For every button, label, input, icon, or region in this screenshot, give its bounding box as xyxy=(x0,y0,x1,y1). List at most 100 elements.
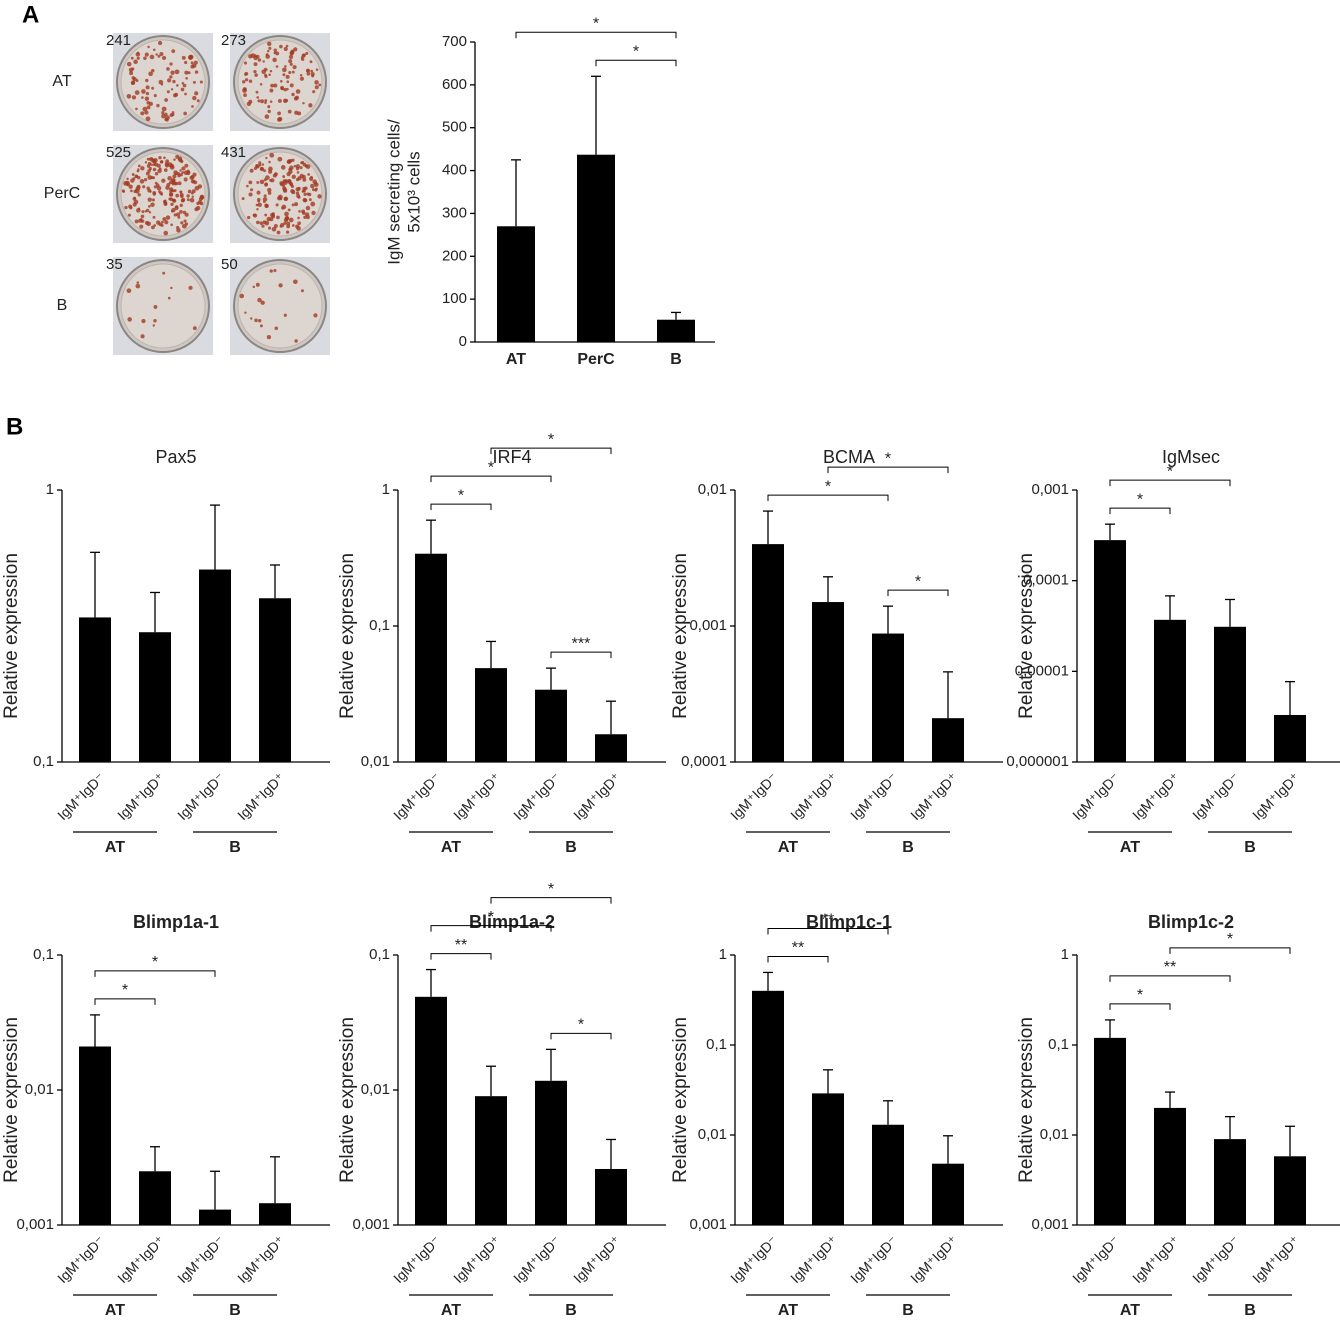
spot xyxy=(273,269,277,273)
spot xyxy=(145,85,150,90)
significance-label: * xyxy=(1167,463,1173,480)
spot xyxy=(175,193,180,198)
spot xyxy=(169,62,173,66)
spot xyxy=(139,179,145,184)
spot xyxy=(164,220,169,225)
spot xyxy=(307,192,312,197)
bar xyxy=(535,1080,567,1225)
bar xyxy=(1094,540,1126,762)
spot xyxy=(241,197,245,201)
spot xyxy=(141,96,144,99)
spot xyxy=(270,212,275,218)
spot xyxy=(289,159,292,162)
spot xyxy=(291,203,295,207)
spot xyxy=(297,195,301,199)
bar xyxy=(79,1046,111,1225)
bar xyxy=(577,154,615,342)
spot xyxy=(256,208,259,211)
x-tick-label: IgM⁺IgD⁻ xyxy=(727,1232,781,1286)
spot xyxy=(281,204,287,210)
y-tick-label: 0,000001 xyxy=(1006,753,1069,770)
spot xyxy=(273,48,278,52)
spot xyxy=(257,297,262,303)
spot xyxy=(288,217,294,223)
bar xyxy=(752,990,784,1225)
spot xyxy=(296,171,300,174)
y-axis-label: Relative expression xyxy=(337,553,358,719)
bar xyxy=(415,553,447,762)
spot xyxy=(131,67,135,71)
spot xyxy=(141,210,145,214)
spot xyxy=(192,80,196,84)
spot xyxy=(182,83,187,88)
group-label: AT xyxy=(105,1302,125,1319)
spot xyxy=(170,70,175,75)
spot xyxy=(162,217,167,222)
spot xyxy=(315,187,318,191)
y-axis-label: Relative expression xyxy=(1016,553,1037,719)
significance-label: ** xyxy=(1164,959,1176,976)
spot xyxy=(243,61,248,65)
spot xyxy=(239,293,245,299)
spot xyxy=(171,49,176,53)
spot xyxy=(158,222,162,227)
spot xyxy=(267,191,272,195)
x-tick-label: IgM⁺IgD⁻ xyxy=(174,1232,228,1286)
spot xyxy=(147,197,152,202)
x-tick-label: IgM⁺IgD⁺ xyxy=(570,769,624,823)
spot xyxy=(248,180,253,185)
spot xyxy=(151,86,155,90)
significance-bracket xyxy=(550,651,612,659)
spot xyxy=(183,111,187,116)
spot xyxy=(184,70,189,75)
bar xyxy=(199,1209,231,1225)
x-tick-label: IgM⁺IgD⁻ xyxy=(54,769,108,823)
spot xyxy=(307,173,311,176)
spot xyxy=(127,213,131,217)
y-tick-label: 0,001 xyxy=(16,1216,54,1233)
spot xyxy=(194,207,199,212)
spot xyxy=(199,195,205,200)
significance-label: * xyxy=(152,954,158,971)
spot xyxy=(263,194,267,198)
spot xyxy=(310,69,314,73)
spot xyxy=(255,282,260,287)
spot xyxy=(159,160,164,164)
y-tick-label: 1 xyxy=(382,481,390,498)
spot xyxy=(180,198,185,203)
spot xyxy=(143,56,147,61)
x-tick-label: IgM⁺IgD⁺ xyxy=(907,769,961,823)
significance-bracket xyxy=(430,925,552,932)
y-tick-label: 1 xyxy=(46,481,54,498)
spot xyxy=(300,56,304,59)
spot xyxy=(139,224,144,229)
spot xyxy=(147,45,150,49)
spot xyxy=(247,215,251,220)
significance-bracket xyxy=(1109,507,1171,515)
spot xyxy=(151,69,155,73)
spot xyxy=(145,91,150,96)
spot xyxy=(302,186,307,191)
spot xyxy=(267,226,272,230)
x-tick-label: AT xyxy=(506,351,526,368)
x-tick-label: IgM⁺IgD⁺ xyxy=(114,1232,168,1286)
y-tick-label: 0,00001 xyxy=(1015,662,1069,679)
spot xyxy=(169,192,174,197)
spot xyxy=(291,224,295,227)
significance-label: * xyxy=(593,16,599,33)
y-tick-label: 100 xyxy=(442,290,467,307)
x-tick-label: IgM⁺IgD⁺ xyxy=(114,769,168,823)
x-tick-label: IgM⁺IgD⁺ xyxy=(907,1232,961,1286)
spot xyxy=(255,164,260,169)
spot xyxy=(259,83,263,86)
y-tick-label: 0 xyxy=(459,333,467,350)
spot xyxy=(305,164,311,169)
spot xyxy=(293,279,298,285)
y-tick-label: 0,001 xyxy=(1031,481,1069,498)
significance-bracket xyxy=(887,589,949,597)
bar xyxy=(812,1093,844,1225)
spot xyxy=(284,65,287,68)
spot xyxy=(301,174,306,179)
spot xyxy=(158,167,162,171)
spot xyxy=(295,177,300,182)
